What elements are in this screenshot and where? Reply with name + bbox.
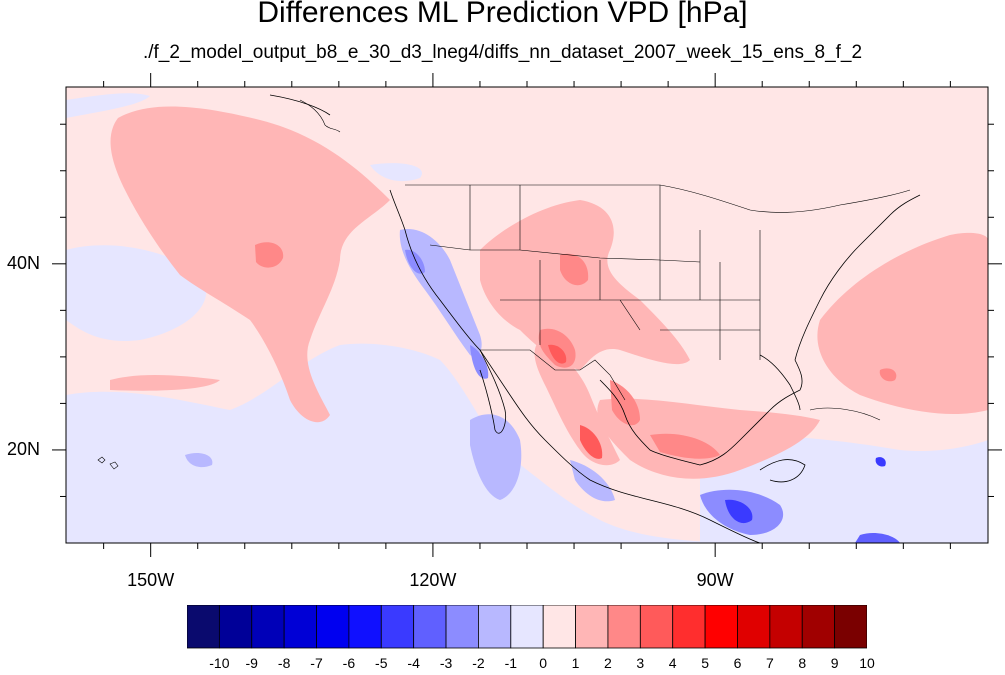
map-title: Differences ML Prediction VPD [hPa] xyxy=(257,0,748,29)
field-pink-hotspot xyxy=(255,242,284,268)
field-blue-hawaii xyxy=(185,453,213,468)
colorbar-swatch xyxy=(251,605,285,649)
border-us-canada xyxy=(405,184,911,213)
colorbar-swatch xyxy=(380,605,415,649)
field-pink-pacific-strip xyxy=(110,375,220,391)
colorbar-swatch xyxy=(478,605,512,649)
colorbar-swatch xyxy=(445,605,479,649)
colorbar-swatch xyxy=(801,605,836,649)
colorbar-label: 3 xyxy=(636,655,645,671)
field-red-gulf xyxy=(650,433,720,459)
field-blue-sierra xyxy=(405,249,425,274)
colorbar-swatch xyxy=(834,605,867,649)
colorbar-label: 7 xyxy=(765,655,774,671)
field-blue-mexico-west xyxy=(570,460,615,502)
field-pink-atlantic xyxy=(817,232,988,415)
aleutian-coast xyxy=(299,99,341,133)
coastline-gulf xyxy=(599,359,803,466)
colorbar-swatch xyxy=(672,605,706,649)
axis-ticks xyxy=(52,73,1002,557)
colorbar-swatch xyxy=(510,605,544,649)
colorbar-label: -2 xyxy=(472,655,485,671)
field-pink-pacific xyxy=(110,106,390,423)
field-red-utah xyxy=(560,253,589,286)
colorbar-swatch xyxy=(737,605,771,649)
x-tick-label: 150W xyxy=(127,570,175,590)
colorbar-label: -9 xyxy=(245,655,258,671)
field-blue-socal xyxy=(470,345,489,379)
field-pink-gulf xyxy=(597,398,820,479)
state-borders xyxy=(405,184,911,401)
x-tick-label: 90W xyxy=(696,570,734,590)
field-lightblue-greatlakes xyxy=(370,163,422,182)
colorbar-swatch xyxy=(413,605,447,649)
colorbar-label: 10 xyxy=(859,655,875,671)
colorbar-label: -1 xyxy=(504,655,518,671)
field-blue-caribbean-dot xyxy=(875,457,886,467)
colorbar-label: -5 xyxy=(375,655,388,671)
colorbar-label: 1 xyxy=(571,655,580,671)
field-pink-mexico xyxy=(534,340,620,466)
colorbar-label: -10 xyxy=(209,655,230,671)
colorbar-label: -6 xyxy=(342,655,356,671)
colorbar-labels: -10 -9 -8 -7 -6 -5 -4 -3 -2 -1 0 1 2 3 4 5 6 7 8 9 10 xyxy=(0,655,1005,675)
colorbar-label: 0 xyxy=(539,655,548,671)
cuba-island xyxy=(809,407,881,421)
y-tick-label: 20N xyxy=(6,438,40,459)
field-lightblue-west xyxy=(66,245,207,341)
y-tick-label: 40N xyxy=(6,252,40,273)
colorbar-swatch xyxy=(704,605,738,649)
field-red-baja xyxy=(580,425,603,459)
colorbar-label: 4 xyxy=(668,655,677,671)
colorbar-label: 2 xyxy=(604,655,612,671)
coastline-florida xyxy=(759,354,801,411)
colorbar xyxy=(187,605,867,649)
field-pink-atlantic-inner xyxy=(879,368,897,382)
colorbar-swatch xyxy=(187,605,220,649)
colorbar-swatch xyxy=(575,605,609,649)
coastline-yucatan xyxy=(759,459,806,483)
field-lightblue-pacnw xyxy=(66,93,150,118)
field-red-texas xyxy=(610,380,640,426)
field-lightblue-south xyxy=(66,343,760,543)
border-states-1 xyxy=(429,185,761,360)
border-us-mexico xyxy=(480,349,626,401)
colorbar-label: -4 xyxy=(407,655,420,671)
field-blue-offshore xyxy=(470,414,522,500)
plot-area xyxy=(66,87,988,543)
colorbar-label: -8 xyxy=(277,655,291,671)
colorbar-label: 8 xyxy=(798,655,807,671)
colorbar-swatch xyxy=(542,605,576,649)
hawaii-island xyxy=(97,456,119,470)
coastline-baja xyxy=(479,349,507,434)
field-blue-centralamerica-core xyxy=(725,499,753,524)
field-blue-panama xyxy=(855,532,900,543)
colorbar-label: -3 xyxy=(439,655,453,671)
colorbar-label: -7 xyxy=(310,655,323,671)
colorbar-swatch xyxy=(769,605,803,649)
colorbar-swatch xyxy=(607,605,641,649)
colorbar-swatch xyxy=(316,605,350,649)
field-red-sonora xyxy=(548,344,567,364)
colorbar-swatch xyxy=(283,605,317,649)
colorbar-label: 5 xyxy=(701,655,709,671)
colorbar-swatch xyxy=(348,605,382,649)
coastline-east xyxy=(794,194,921,361)
field-pink-usinterior xyxy=(480,200,690,370)
x-tick-label: 120W xyxy=(409,570,457,590)
colorbar-label: 9 xyxy=(830,655,839,671)
map-subtitle: ./f_2_model_output_b8_e_30_d3_lneg4/diff… xyxy=(142,42,863,63)
colorbar-swatch xyxy=(639,605,674,649)
islands xyxy=(97,99,881,470)
colorbar-label: 6 xyxy=(733,655,742,671)
colorbar-swatch xyxy=(218,605,253,649)
